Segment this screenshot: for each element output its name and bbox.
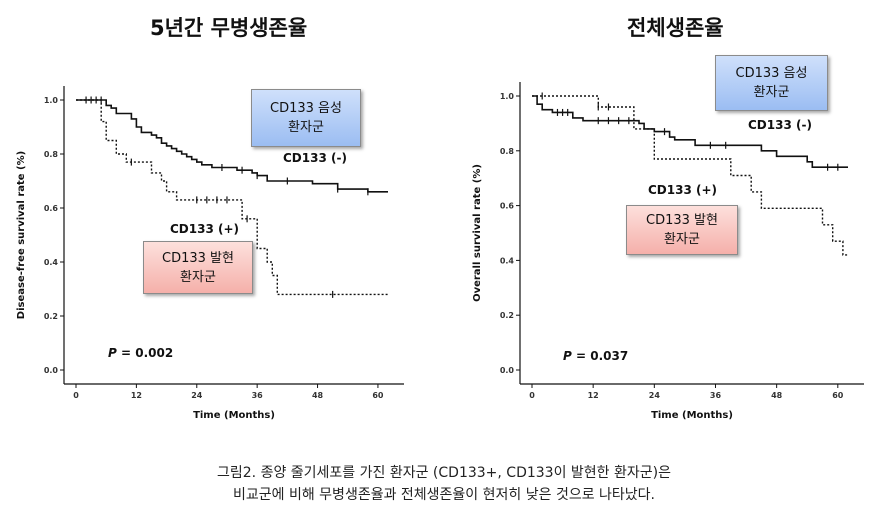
left-series-positive-label: CD133 (+) — [170, 222, 239, 236]
left-x-tick-label: 36 — [252, 391, 264, 400]
left-x-tick-label: 0 — [73, 391, 79, 400]
right-neg-box-line1: CD133 음성 — [735, 66, 808, 81]
left-x-axis-label: Time (Months) — [193, 410, 275, 421]
right-x-tick-label: 24 — [649, 391, 661, 400]
left-y-tick-label: 0.2 — [44, 312, 58, 321]
right-p-value-symbol: P — [563, 349, 576, 363]
left-y-tick-label: 0.0 — [44, 366, 59, 375]
left-x-tick-label: 12 — [131, 391, 142, 400]
left-series-negative-line — [76, 99, 388, 193]
right-series-positive-line — [532, 95, 848, 256]
left-y-tick-label: 0.6 — [44, 204, 59, 213]
left-y-tick-label: 0.8 — [44, 150, 59, 159]
right-chart-title: 전체생존율 — [627, 16, 724, 40]
left-x-tick-label: 48 — [312, 391, 324, 400]
right-pos-box-line2: 환자군 — [664, 232, 700, 247]
right-x-tick-label: 48 — [771, 391, 783, 400]
right-cd133-negative-box: CD133 음성 환자군 — [715, 55, 828, 111]
right-y-tick-label: 0.4 — [500, 256, 515, 265]
right-x-tick-label: 12 — [588, 391, 599, 400]
right-y-tick-label: 0.6 — [500, 202, 515, 211]
right-y-tick-label: 0.8 — [500, 147, 515, 156]
left-neg-box-line2: 환자군 — [288, 120, 324, 135]
right-y-tick-label: 0.2 — [500, 311, 514, 320]
left-series-positive-line — [76, 99, 388, 296]
left-p-value: P = 0.002 — [108, 346, 173, 360]
right-x-axis-label: Time (Months) — [651, 410, 733, 421]
left-p-value-symbol: P — [108, 346, 121, 360]
right-y-tick-label: 1.0 — [500, 92, 515, 101]
left-chart-title: 5년간 무병생존율 — [150, 16, 308, 40]
right-cd133-positive-box: CD133 발현 환자군 — [626, 205, 738, 255]
right-p-value: P = 0.037 — [563, 349, 628, 363]
left-pos-box-line2: 환자군 — [180, 269, 216, 285]
left-y-tick-label: 1.0 — [44, 96, 59, 105]
left-x-tick-label: 24 — [191, 391, 203, 400]
right-p-value-number: = 0.037 — [576, 349, 628, 363]
figure-caption-line1: 그림2. 종양 줄기세포를 가진 환자군 (CD133+, CD133이 발현한… — [217, 465, 671, 481]
right-neg-box-line2: 환자군 — [753, 85, 790, 100]
right-x-tick-label: 36 — [710, 391, 722, 400]
left-neg-box-line1: CD133 음성 — [270, 101, 342, 116]
figure-caption-line2: 비교군에 비해 무병생존율과 전체생존율이 현저히 낮은 것으로 나타났다. — [233, 487, 655, 503]
left-cd133-negative-box: CD133 음성 환자군 — [251, 89, 361, 147]
left-p-value-number: = 0.002 — [121, 346, 173, 360]
right-x-tick-label: 0 — [529, 391, 535, 400]
left-x-tick-label: 60 — [372, 391, 384, 400]
left-cd133-positive-box: CD133 발현 환자군 — [143, 241, 253, 294]
right-y-axis-label: Overall survival rate (%) — [472, 164, 483, 302]
right-series-positive-label: CD133 (+) — [648, 183, 717, 197]
left-series-negative-label: CD133 (-) — [283, 151, 347, 165]
left-y-axis-label: Disease-free survival rate (%) — [16, 151, 27, 319]
left-pos-box-line1: CD133 발현 — [162, 250, 234, 266]
right-series-negative-label: CD133 (-) — [748, 118, 812, 132]
right-x-tick-label: 60 — [832, 391, 844, 400]
left-y-tick-label: 0.4 — [44, 258, 59, 267]
right-y-tick-label: 0.0 — [500, 366, 515, 375]
right-pos-box-line1: CD133 발현 — [646, 213, 718, 228]
